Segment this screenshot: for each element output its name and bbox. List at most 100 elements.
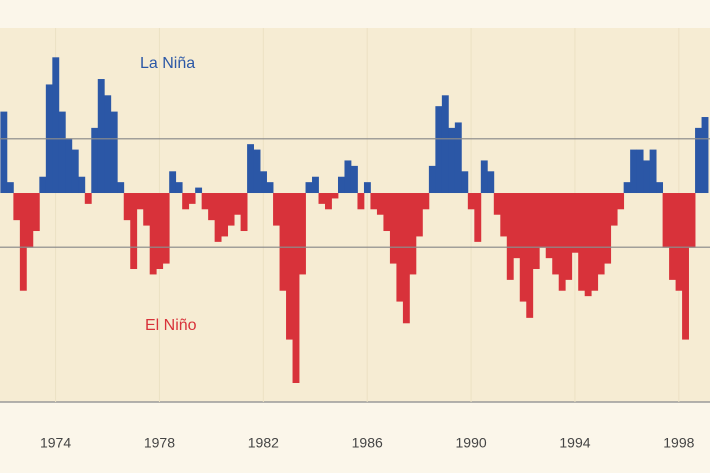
bar: [13, 193, 21, 221]
bar: [240, 193, 248, 232]
bar: [695, 127, 702, 194]
bar: [474, 193, 482, 242]
bar: [312, 176, 319, 194]
bar: [305, 182, 313, 194]
bar: [52, 57, 60, 194]
bar: [688, 193, 696, 248]
bar: [565, 193, 573, 280]
bar: [350, 165, 358, 194]
bar: [234, 193, 242, 215]
bar: [701, 117, 709, 194]
bar: [558, 193, 566, 291]
bar: [117, 182, 125, 194]
bar: [39, 176, 47, 194]
bar: [143, 193, 151, 226]
bar: [279, 193, 287, 291]
bar: [65, 138, 73, 194]
bar: [260, 171, 267, 194]
bar: [428, 165, 436, 194]
bar: [610, 193, 618, 226]
annotation: La Niña: [140, 55, 195, 72]
bar: [636, 149, 644, 194]
bar: [409, 193, 417, 275]
bar: [376, 193, 384, 215]
bar: [662, 193, 670, 248]
bar: [480, 160, 488, 194]
bar: [337, 176, 345, 194]
bar: [201, 193, 209, 210]
bar: [214, 193, 222, 242]
bar: [532, 193, 540, 270]
x-tick-label: 1974: [40, 435, 71, 451]
bar: [273, 193, 280, 226]
bar: [441, 95, 449, 194]
bar: [604, 193, 612, 264]
bar: [6, 182, 14, 194]
bar: [669, 193, 676, 280]
bar: [552, 193, 560, 275]
bar: [299, 193, 306, 275]
bar: [539, 193, 547, 248]
bar: [591, 193, 599, 291]
bar: [578, 193, 586, 291]
annotation: El Niño: [145, 317, 197, 334]
bar: [526, 193, 534, 318]
bar: [247, 144, 254, 194]
x-tick-label: 1994: [559, 435, 590, 451]
bar: [292, 193, 300, 384]
bar: [0, 111, 8, 194]
bar: [169, 171, 177, 194]
bar: [357, 193, 365, 210]
bar: [584, 193, 592, 297]
bar: [331, 193, 339, 199]
bar: [571, 193, 579, 253]
x-tick-label: 1998: [663, 435, 694, 451]
bar: [253, 149, 261, 194]
bar: [370, 193, 378, 210]
bar: [461, 171, 469, 194]
bar: [513, 193, 521, 259]
x-tick-label: 1986: [352, 435, 383, 451]
bar: [175, 182, 183, 194]
bar: [435, 106, 443, 194]
bar: [162, 193, 170, 264]
bar: [402, 193, 410, 324]
bar: [266, 182, 274, 194]
bar: [97, 79, 105, 194]
bar: [415, 193, 423, 237]
bar: [467, 193, 475, 210]
bar: [389, 193, 397, 264]
x-tick-label: 1978: [144, 435, 175, 451]
bar: [110, 111, 118, 194]
bar: [363, 182, 371, 194]
bar: [325, 193, 332, 210]
bar: [545, 193, 553, 259]
bar: [71, 149, 79, 194]
bar: [383, 193, 391, 232]
bar: [58, 111, 66, 194]
bar: [195, 187, 203, 194]
bar: [130, 193, 138, 270]
bar: [188, 193, 196, 204]
bar: [454, 122, 462, 194]
x-tick-label: 1990: [456, 435, 487, 451]
bar: [344, 160, 352, 194]
bar: [617, 193, 625, 210]
bar: [104, 95, 112, 194]
bar: [675, 193, 683, 291]
bar: [78, 176, 86, 194]
bar: [286, 193, 293, 340]
bar: [682, 193, 689, 340]
bar: [643, 160, 651, 194]
bar: [630, 149, 638, 194]
bar: [182, 193, 190, 210]
bar: [221, 193, 229, 237]
bar: [208, 193, 216, 221]
bar: [123, 193, 131, 221]
bar: [500, 193, 508, 237]
bar: [19, 193, 27, 291]
bar: [597, 193, 605, 275]
bar: [487, 171, 495, 194]
bar: [422, 193, 430, 210]
